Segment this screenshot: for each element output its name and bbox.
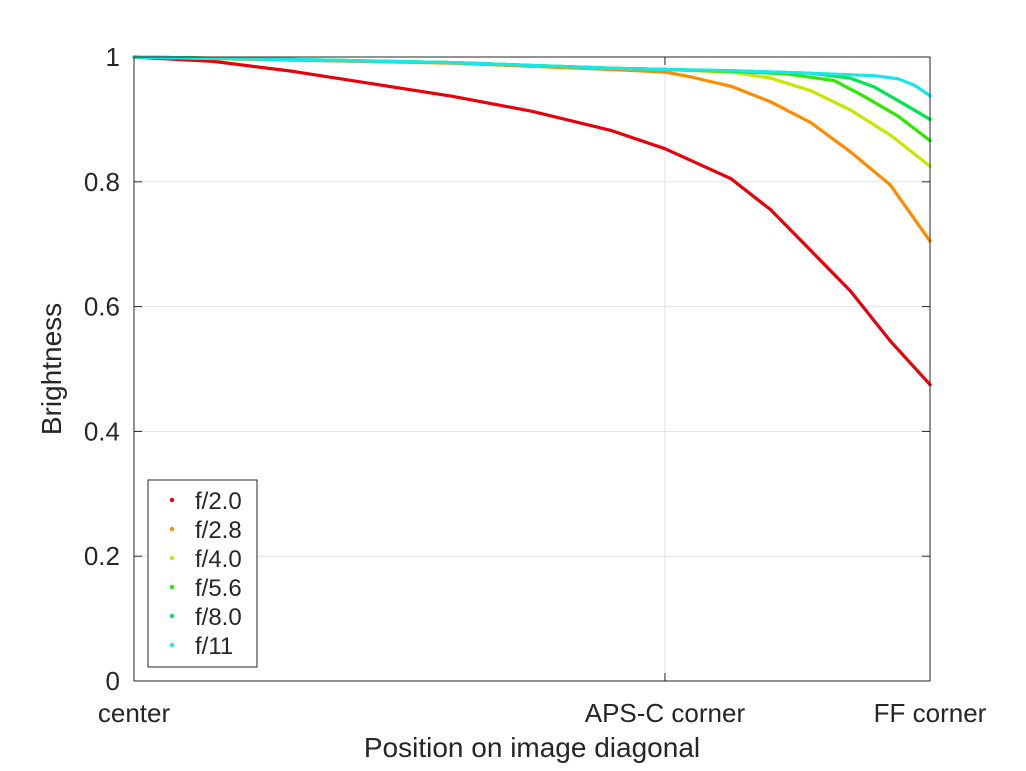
series-path — [132, 55, 932, 387]
y-tick-label: 0 — [106, 666, 120, 696]
legend-label: f/8.0 — [195, 604, 242, 631]
legend-marker — [169, 526, 175, 532]
data-point — [888, 183, 892, 187]
y-axis-label: Brightness — [36, 303, 67, 435]
data-point — [663, 67, 667, 72]
data-point — [212, 59, 216, 63]
data-point — [809, 248, 813, 253]
data-point — [729, 84, 733, 88]
x-axis-label: Position on image diagonal — [364, 732, 700, 763]
data-point — [729, 177, 733, 181]
legend-marker — [169, 584, 175, 590]
data-point — [888, 133, 892, 137]
data-point — [848, 150, 853, 154]
data-point — [848, 76, 853, 80]
data-point — [809, 71, 813, 75]
grid-layer — [133, 56, 931, 682]
data-point — [888, 339, 892, 343]
data-point — [769, 100, 773, 104]
data-point — [610, 129, 614, 133]
legend-item: f/4.0 — [169, 546, 242, 573]
legend: f/2.0f/2.8f/4.0f/5.6f/8.0f/11 — [147, 479, 258, 668]
data-point — [530, 109, 534, 113]
legend-item: f/8.0 — [169, 604, 242, 631]
axes-layer: 0 0.2 0.4 0.6 0.8 1 center APS-C corner FF corne… — [84, 42, 987, 728]
legend-item: f/11 — [169, 633, 233, 660]
data-point — [663, 70, 667, 74]
x-tick-label: FF corner — [874, 698, 987, 728]
data-point — [769, 208, 773, 212]
data-point — [291, 69, 295, 73]
legend-marker — [169, 642, 175, 648]
y-tick-label: 0.6 — [84, 292, 120, 322]
y-tick-label: 1 — [106, 42, 120, 72]
data-point — [809, 120, 813, 125]
legend-label: f/11 — [195, 633, 233, 660]
data-point — [912, 83, 916, 87]
legend-label: f/2.0 — [195, 488, 242, 515]
data-point — [291, 57, 295, 62]
y-tick-label: 0.2 — [84, 541, 120, 571]
legend-marker — [169, 497, 175, 503]
data-point — [896, 114, 900, 118]
legend-label: f/2.8 — [195, 517, 242, 544]
data-point — [729, 69, 733, 73]
data-point — [896, 99, 900, 103]
data-point — [689, 75, 693, 79]
legend-label: f/4.0 — [195, 546, 242, 573]
axes-frame — [133, 56, 931, 682]
data-point — [896, 77, 900, 81]
plot-area — [134, 57, 930, 681]
data-point — [371, 82, 375, 86]
data-point — [872, 74, 876, 78]
data-point — [832, 79, 837, 83]
y-tick-label: 0.8 — [84, 167, 120, 197]
legend-marker — [169, 555, 175, 561]
x-tick-label: center — [98, 698, 171, 728]
legend-item: f/5.6 — [169, 575, 242, 602]
data-point — [848, 108, 853, 112]
data-point — [848, 289, 853, 293]
legend-item: f/2.8 — [169, 517, 242, 544]
legend-label: f/5.6 — [195, 575, 242, 602]
data-point — [663, 147, 667, 151]
data-point — [450, 61, 454, 65]
data-point — [864, 95, 868, 100]
series-layer — [132, 55, 932, 387]
legend-marker — [169, 613, 175, 619]
legend-item: f/2.0 — [169, 488, 242, 515]
data-point — [610, 66, 614, 70]
data-point — [809, 89, 813, 93]
series-line-f-11 — [132, 55, 932, 98]
data-point — [872, 85, 876, 89]
data-point — [769, 76, 773, 80]
y-tick-label: 0.4 — [84, 416, 120, 446]
data-point — [450, 94, 454, 98]
legend-box — [147, 479, 258, 668]
x-tick-label: APS-C corner — [585, 698, 746, 728]
